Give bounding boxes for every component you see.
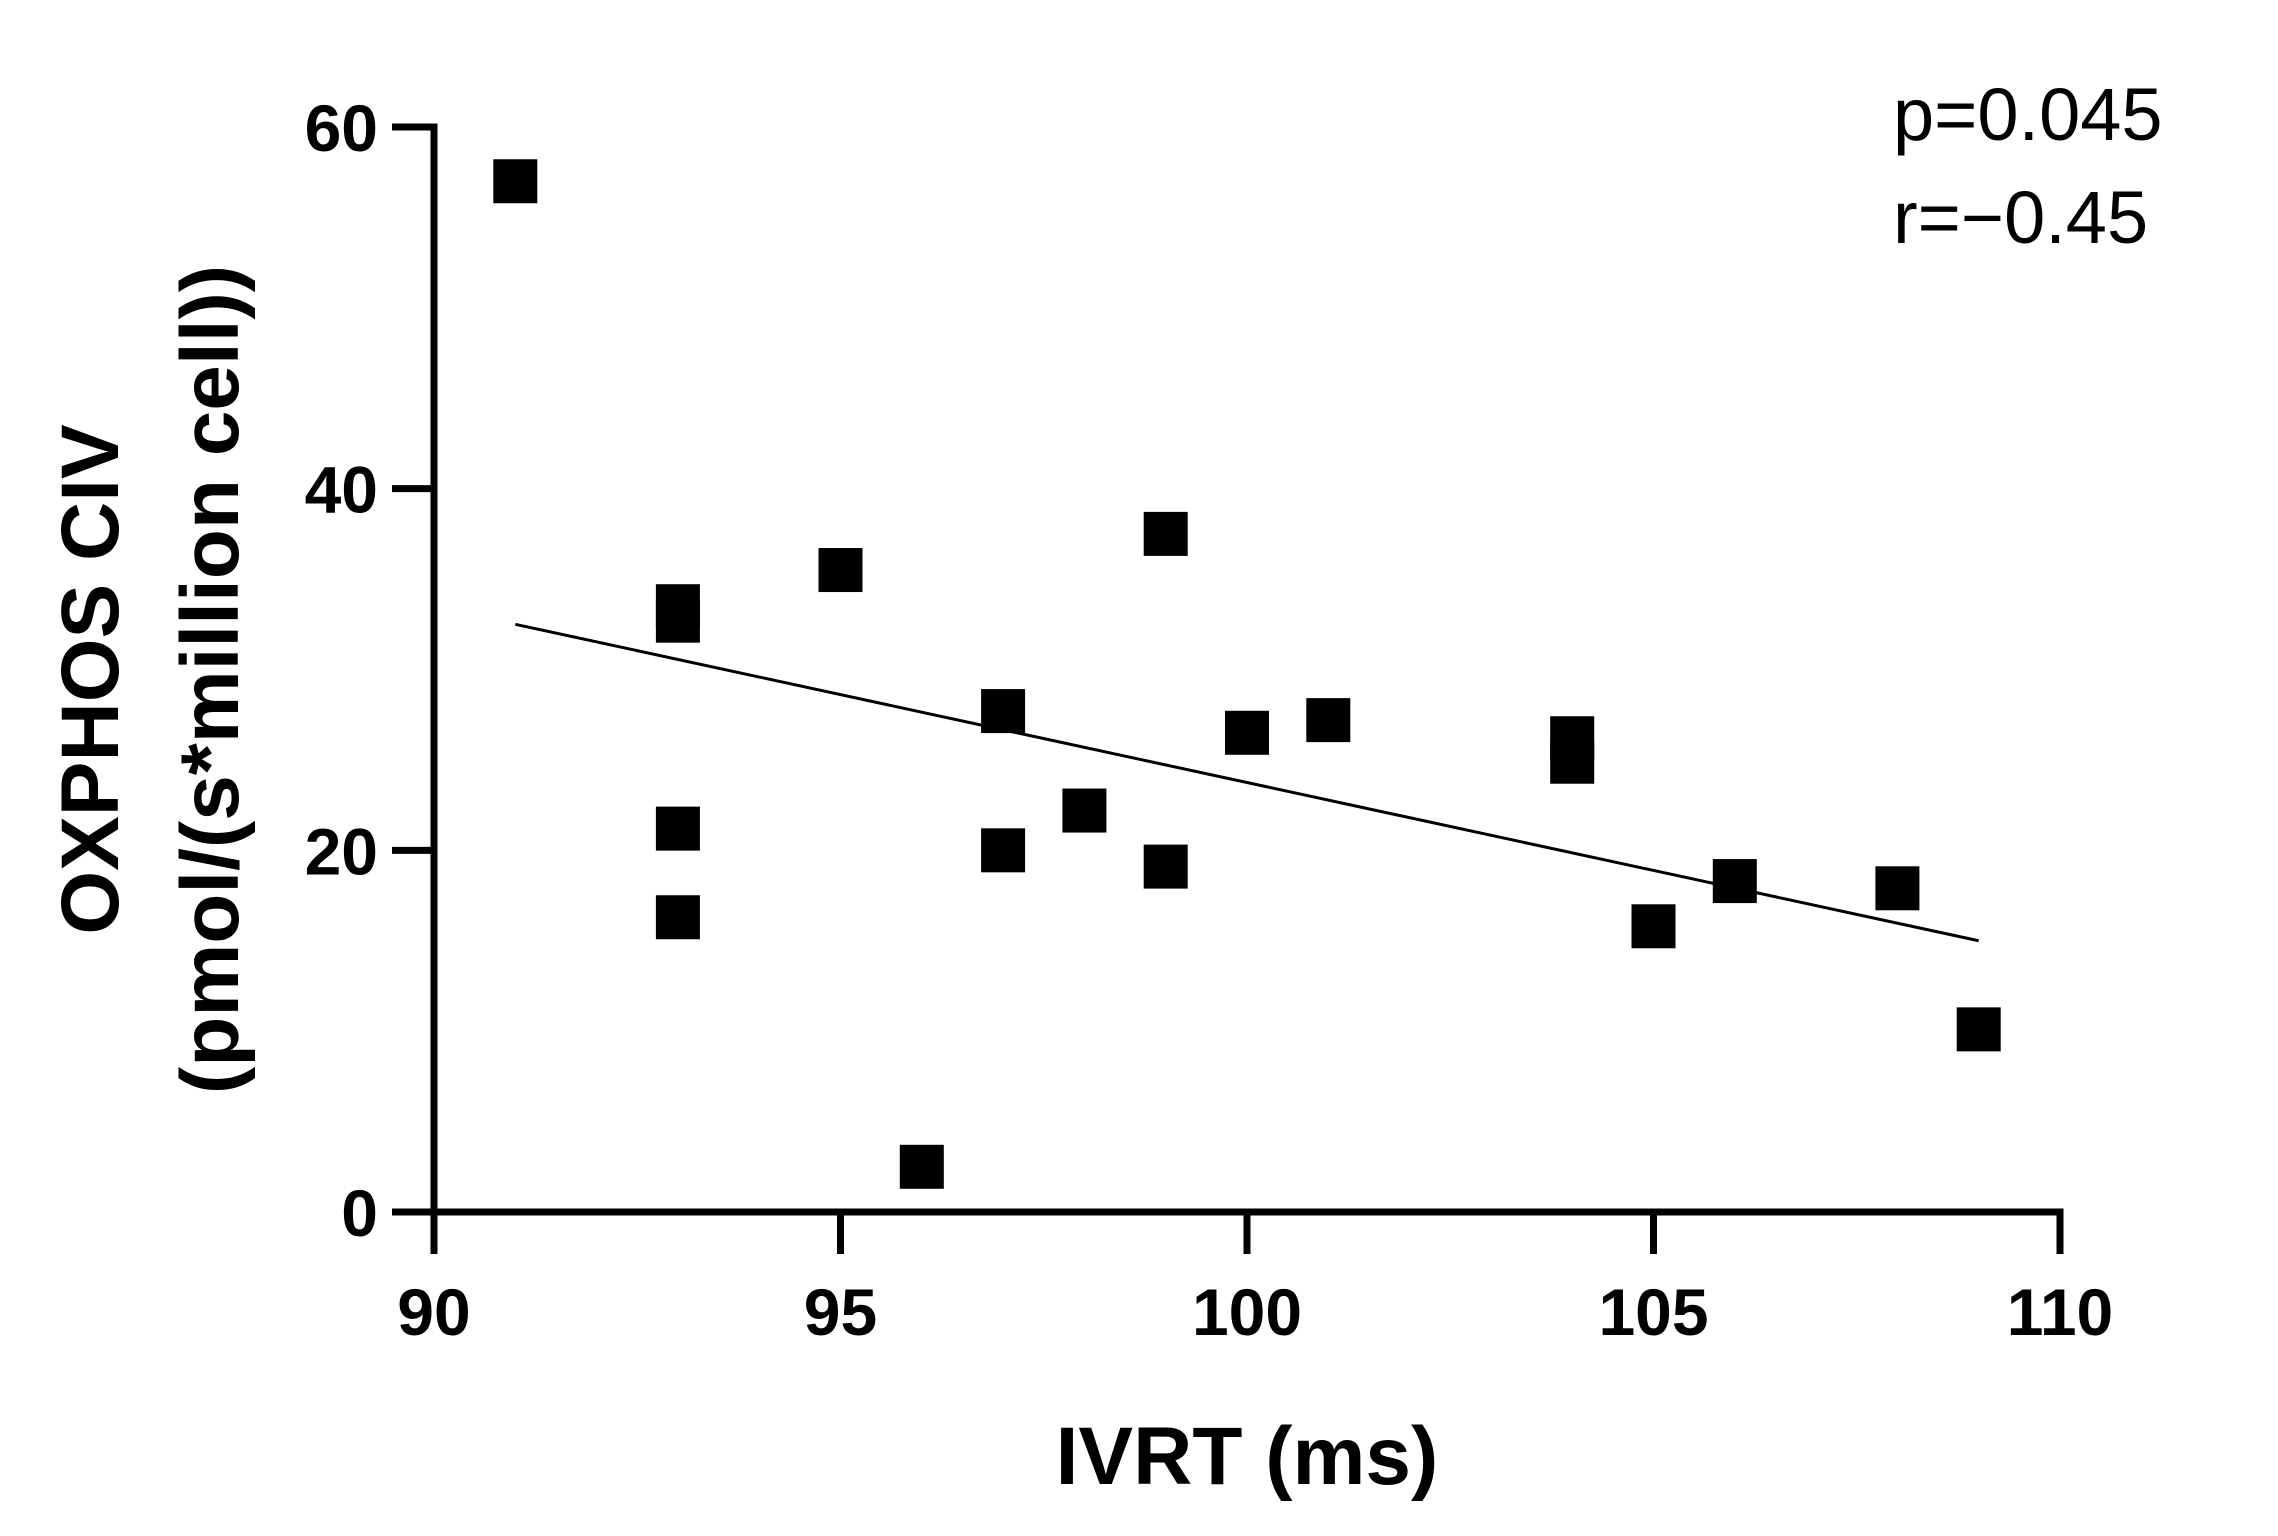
data-point xyxy=(493,159,538,204)
data-point xyxy=(1956,1007,2001,1052)
data-point xyxy=(981,828,1026,873)
r-value-annotation: r=−0.45 xyxy=(1893,176,2148,259)
y-tick-label: 0 xyxy=(341,1176,378,1250)
data-point xyxy=(818,548,863,593)
x-tick-label: 110 xyxy=(2007,1275,2113,1349)
y-tick-label: 20 xyxy=(305,814,378,888)
x-tick-label: 90 xyxy=(397,1275,470,1349)
y-ticks: 0 20 40 60 xyxy=(305,91,434,1250)
y-tick-label: 40 xyxy=(305,453,378,527)
data-point xyxy=(655,598,700,643)
data-point xyxy=(1712,859,1757,904)
data-point xyxy=(1225,710,1269,755)
data-point xyxy=(1143,844,1188,889)
data-point xyxy=(899,1144,944,1189)
y-tick-label: 60 xyxy=(305,91,378,165)
y-axis-title: OXPHOS CIV (pmol/(s*million cell)) xyxy=(45,265,256,1094)
y-axis-title-line2: (pmol/(s*million cell)) xyxy=(165,265,256,1094)
x-tick-label: 105 xyxy=(1598,1275,1708,1349)
data-point xyxy=(1306,698,1351,743)
x-tick-label: 95 xyxy=(804,1275,877,1349)
data-point xyxy=(1143,511,1188,556)
data-points xyxy=(493,159,2001,1189)
x-tick-label: 100 xyxy=(1192,1275,1302,1349)
p-value-annotation: p=0.045 xyxy=(1893,73,2163,156)
data-point xyxy=(1550,739,1595,784)
x-ticks: 90 95 100 105 110 xyxy=(397,1212,2113,1349)
x-axis-title: IVRT (ms) xyxy=(1056,1411,1439,1502)
data-point xyxy=(1631,904,1676,949)
data-point xyxy=(1875,866,1920,911)
data-point xyxy=(1062,788,1107,833)
regression-line xyxy=(514,622,1980,943)
y-axis-title-line1: OXPHOS CIV xyxy=(45,424,136,935)
axes: 90 95 100 105 110 0 20 40 60 xyxy=(305,91,2114,1349)
data-point xyxy=(655,806,700,851)
data-point xyxy=(655,895,700,940)
